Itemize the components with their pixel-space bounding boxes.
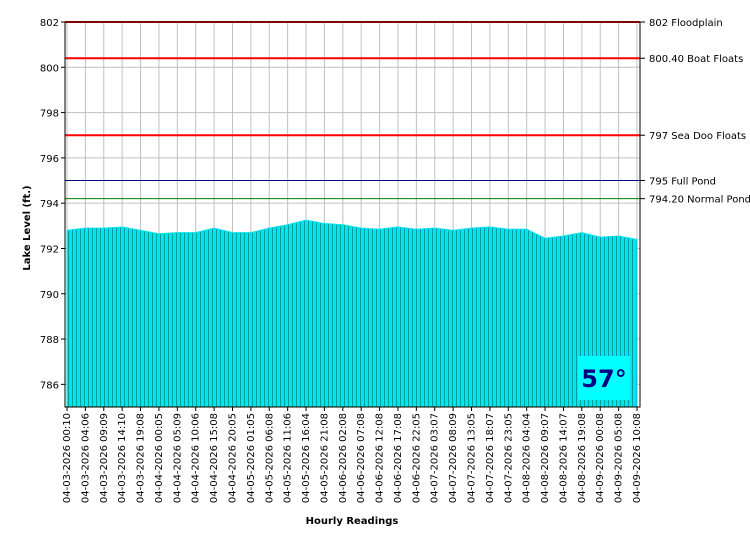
x-tick-label: 04-04-2026 10:06: [191, 413, 202, 503]
x-axis-title: Hourly Readings: [306, 516, 399, 527]
x-tick-label: 04-07-2026 08:09: [448, 413, 459, 503]
x-tick-label: 04-03-2026 04:06: [80, 413, 91, 503]
x-tick-label: 04-06-2026 17:08: [393, 413, 404, 503]
x-tick-label: 04-03-2026 00:10: [62, 413, 73, 503]
x-tick-label: 04-05-2026 11:06: [283, 413, 294, 503]
x-tick-label: 04-09-2026 00:08: [595, 413, 606, 503]
y-tick-label: 788: [40, 335, 59, 346]
reference-label: 800.40 Boat Floats: [649, 54, 743, 65]
reference-label: 797 Sea Doo Floats: [649, 131, 746, 142]
x-tick-label: 04-08-2026 09:07: [540, 413, 551, 503]
x-tick-label: 04-06-2026 12:08: [375, 413, 386, 503]
badge-box: [578, 356, 630, 400]
x-tick-label: 04-04-2026 15:08: [209, 413, 220, 503]
reference-label: 795 Full Pond: [649, 177, 716, 188]
x-tick-label: 04-06-2026 07:08: [356, 413, 367, 503]
x-tick-label: 04-08-2026 04:04: [522, 413, 533, 503]
x-tick-label: 04-07-2026 13:05: [467, 413, 478, 503]
x-tick-label: 04-04-2026 05:09: [172, 413, 183, 503]
x-tick-label: 04-03-2026 09:09: [99, 413, 110, 503]
x-tick-label: 04-03-2026 14:10: [117, 413, 128, 503]
x-tick-label: 04-05-2026 21:08: [319, 413, 330, 503]
plot-border: [64, 21, 641, 408]
y-tick-label: 786: [40, 380, 59, 391]
x-tick-label: 04-07-2026 18:07: [485, 413, 496, 503]
badge-text: 57°: [581, 365, 626, 393]
y-tick-label: 802: [40, 18, 59, 29]
y-tick-label: 798: [40, 109, 59, 120]
x-tick-label: 04-04-2026 00:05: [154, 413, 165, 503]
y-tick-label: 790: [40, 290, 59, 301]
x-tick-label: 04-08-2026 19:08: [577, 413, 588, 503]
y-tick-label: 796: [40, 154, 59, 165]
x-tick-label: 04-03-2026 19:08: [136, 413, 147, 503]
x-tick-label: 04-06-2026 22:05: [411, 413, 422, 503]
y-tick-label: 794: [40, 199, 59, 210]
reference-label: 794.20 Normal Pond: [649, 195, 750, 206]
y-tick-label: 800: [40, 63, 59, 74]
x-tick-label: 04-07-2026 03:07: [430, 413, 441, 503]
x-tick-label: 04-08-2026 14:07: [558, 413, 569, 503]
reference-label: 802 Floodplain: [649, 18, 723, 29]
x-tick-label: 04-05-2026 01:05: [246, 413, 257, 503]
x-tick-label: 04-05-2026 16:04: [301, 413, 312, 503]
x-tick-label: 04-05-2026 06:08: [264, 413, 275, 503]
x-tick-label: 04-04-2026 20:05: [227, 413, 238, 503]
y-axis-title: Lake Level (ft.): [22, 185, 33, 270]
y-tick-label: 792: [40, 244, 59, 255]
x-tick-label: 04-06-2026 02:08: [338, 413, 349, 503]
x-tick-label: 04-09-2026 05:08: [614, 413, 625, 503]
x-tick-label: 04-09-2026 10:08: [632, 413, 643, 503]
area: [66, 219, 638, 408]
x-tick-label: 04-07-2026 23:05: [503, 413, 514, 503]
